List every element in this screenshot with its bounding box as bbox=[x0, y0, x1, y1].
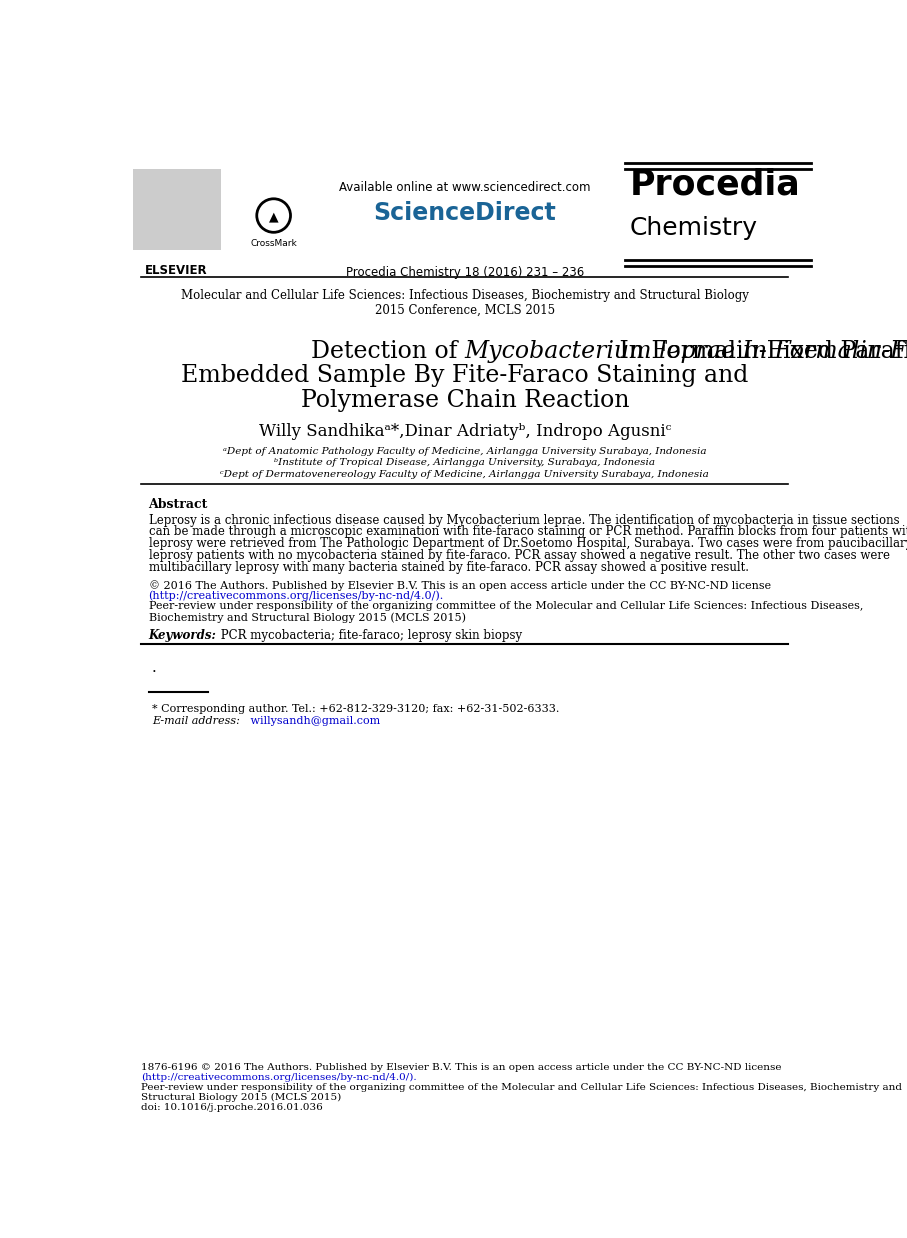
Text: ᵇInstitute of Tropical Disease, Airlangga University, Surabaya, Indonesia: ᵇInstitute of Tropical Disease, Airlangg… bbox=[274, 458, 656, 467]
Text: © 2016 The Authors. Published by Elsevier B.V. This is an open access article un: © 2016 The Authors. Published by Elsevie… bbox=[149, 579, 771, 591]
Text: .: . bbox=[152, 661, 157, 676]
Text: Structural Biology 2015 (MCLS 2015): Structural Biology 2015 (MCLS 2015) bbox=[141, 1093, 342, 1103]
Text: leprosy were retrieved from The Pathologic Department of Dr.Soetomo Hospital, Su: leprosy were retrieved from The Patholog… bbox=[149, 537, 907, 551]
Text: Detection of: Detection of bbox=[311, 339, 465, 363]
Text: Willy Sandhikaᵃ*,Dinar Adriatyᵇ, Indropo Agusniᶜ: Willy Sandhikaᵃ*,Dinar Adriatyᵇ, Indropo… bbox=[258, 422, 671, 439]
Text: Available online at www.sciencedirect.com: Available online at www.sciencedirect.co… bbox=[339, 181, 590, 194]
Text: Polymerase Chain Reaction: Polymerase Chain Reaction bbox=[300, 389, 629, 412]
Text: Peer-review under responsibility of the organizing committee of the Molecular an: Peer-review under responsibility of the … bbox=[141, 1083, 902, 1092]
Text: (http://creativecommons.org/licenses/by-nc-nd/4.0/).: (http://creativecommons.org/licenses/by-… bbox=[149, 591, 444, 602]
Text: Keywords:: Keywords: bbox=[149, 629, 217, 643]
Text: 2015 Conference, MCLS 2015: 2015 Conference, MCLS 2015 bbox=[375, 303, 555, 317]
Text: multibacillary leprosy with many bacteria stained by fite-faraco. PCR assay show: multibacillary leprosy with many bacteri… bbox=[149, 561, 748, 574]
Text: * Corresponding author. Tel.: +62-812-329-3120; fax: +62-31-502-6333.: * Corresponding author. Tel.: +62-812-32… bbox=[152, 704, 560, 714]
Text: Procedia Chemistry 18 (2016) 231 – 236: Procedia Chemistry 18 (2016) 231 – 236 bbox=[346, 266, 584, 280]
Text: CrossMark: CrossMark bbox=[250, 239, 297, 249]
Bar bbox=[133, 170, 221, 250]
Text: ᵃDept of Anatomic Pathology Faculty of Medicine, Airlangga University Surabaya, : ᵃDept of Anatomic Pathology Faculty of M… bbox=[223, 447, 707, 456]
Text: PCR mycobacteria; fite-faraco; leprosy skin biopsy: PCR mycobacteria; fite-faraco; leprosy s… bbox=[218, 629, 522, 643]
Text: willysandh@gmail.com: willysandh@gmail.com bbox=[247, 716, 380, 725]
Ellipse shape bbox=[257, 199, 290, 233]
Text: Chemistry: Chemistry bbox=[630, 217, 758, 240]
Text: 1876-6196 © 2016 The Authors. Published by Elsevier B.V. This is an open access : 1876-6196 © 2016 The Authors. Published … bbox=[141, 1063, 782, 1072]
Text: Embedded Sample By Fite-Faraco Staining and: Embedded Sample By Fite-Faraco Staining … bbox=[181, 364, 748, 387]
Text: E-mail address:: E-mail address: bbox=[152, 716, 240, 725]
Text: In Formalin-Fixed Paraffin-: In Formalin-Fixed Paraffin- bbox=[612, 339, 907, 363]
Text: Procedia: Procedia bbox=[630, 168, 801, 202]
Text: (http://creativecommons.org/licenses/by-nc-nd/4.0/).: (http://creativecommons.org/licenses/by-… bbox=[141, 1073, 417, 1082]
Text: can be made through a microscopic examination with fite-faraco staining or PCR m: can be made through a microscopic examin… bbox=[149, 525, 907, 539]
Text: Leprosy is a chronic infectious disease caused by Mycobacterium leprae. The iden: Leprosy is a chronic infectious disease … bbox=[149, 514, 899, 526]
Text: Peer-review under responsibility of the organizing committee of the Molecular an: Peer-review under responsibility of the … bbox=[149, 602, 863, 612]
Text: Biochemistry and Structural Biology 2015 (MCLS 2015): Biochemistry and Structural Biology 2015… bbox=[149, 612, 465, 623]
Text: doi: 10.1016/j.proche.2016.01.036: doi: 10.1016/j.proche.2016.01.036 bbox=[141, 1103, 323, 1113]
Text: ELSEVIER: ELSEVIER bbox=[145, 264, 208, 277]
Text: ScienceDirect: ScienceDirect bbox=[374, 201, 556, 225]
Text: Molecular and Cellular Life Sciences: Infectious Diseases, Biochemistry and Stru: Molecular and Cellular Life Sciences: In… bbox=[180, 290, 749, 302]
Text: Abstract: Abstract bbox=[149, 498, 208, 511]
Text: Mycobacterium leprae In Formalin-Fixed Paraffin-: Mycobacterium leprae In Formalin-Fixed P… bbox=[465, 339, 907, 363]
Text: leprosy patients with no mycobacteria stained by fite-faraco. PCR assay showed a: leprosy patients with no mycobacteria st… bbox=[149, 550, 890, 562]
Text: ᶜDept of Dermatovenereology Faculty of Medicine, Airlangga University Surabaya, : ᶜDept of Dermatovenereology Faculty of M… bbox=[220, 469, 709, 479]
Text: ▲: ▲ bbox=[268, 210, 278, 223]
